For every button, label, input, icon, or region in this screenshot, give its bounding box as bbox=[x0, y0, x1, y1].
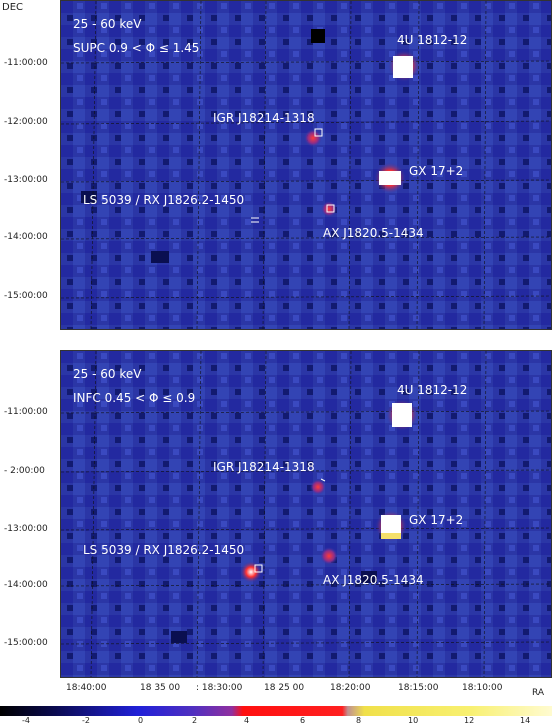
colorbar-label-4: 2 bbox=[192, 716, 198, 725]
top-phase-label: SUPC 0.9 < Φ ≤ 1.45 bbox=[73, 41, 200, 55]
colorbar-label-3: 0 bbox=[138, 716, 144, 725]
top-source-4u1812: 4U 1812-12 bbox=[397, 33, 468, 47]
bottom-source-ax1820: AX J1820.5-1434 bbox=[323, 573, 424, 587]
bottom-source-4u1812: 4U 1812-12 bbox=[397, 383, 468, 397]
top-dec-tick-5: -15:00:00 bbox=[4, 291, 48, 301]
ra-axis-label: RA bbox=[532, 688, 545, 698]
bottom-source-gx17: GX 17+2 bbox=[409, 513, 464, 527]
ra-tick-3: : 18:30:00 bbox=[196, 683, 243, 693]
top-source-ls5039: LS 5039 / RX J1826.2-1450 bbox=[83, 193, 245, 207]
bottom-energy-label: 25 - 60 keV bbox=[73, 367, 142, 381]
dec-axis-label: DEC bbox=[2, 2, 24, 13]
bottom-dec-tick-2: - 2:00:00 bbox=[4, 466, 45, 476]
top-dec-tick-4: -14:00:00 bbox=[4, 232, 48, 242]
colorbar-label-2: -2 bbox=[82, 716, 90, 725]
top-dec-tick-2: -12:00:00 bbox=[4, 117, 48, 127]
colorbar-label-10: 14 bbox=[520, 716, 531, 725]
bottom-phase-label: INFC 0.45 < Φ ≤ 0.9 bbox=[73, 391, 196, 405]
colorbar bbox=[0, 706, 552, 716]
top-sky-map-image bbox=[61, 1, 551, 329]
bottom-dec-tick-3: -13:00:00 bbox=[4, 524, 48, 534]
ra-tick-1: 18:40:00 bbox=[66, 683, 107, 693]
bottom-dec-tick-5: -15:00:00 bbox=[4, 638, 48, 648]
colorbar-label-9: 12 bbox=[464, 716, 475, 725]
top-source-igr: IGR J18214-1318 bbox=[213, 111, 315, 125]
colorbar-label-1: -4 bbox=[22, 716, 30, 725]
ra-tick-2: 18 35 00 bbox=[140, 683, 181, 693]
ra-tick-4: 18 25 00 bbox=[264, 683, 305, 693]
bottom-dec-tick-1: -11:00:00 bbox=[4, 407, 48, 417]
colorbar-label-6: 6 bbox=[300, 716, 306, 725]
bottom-dec-tick-4: -14:00:00 bbox=[4, 580, 48, 590]
colorbar-label-5: 4 bbox=[244, 716, 250, 725]
colorbar-label-8: 10 bbox=[408, 716, 419, 725]
colorbar-gradient bbox=[0, 706, 552, 716]
top-dec-tick-1: -11:00:00 bbox=[4, 58, 48, 68]
bottom-source-ls5039: LS 5039 / RX J1826.2-1450 bbox=[83, 543, 245, 557]
top-sky-map: 25 - 60 keV SUPC 0.9 < Φ ≤ 1.45 4U 1812-… bbox=[60, 0, 552, 330]
top-energy-label: 25 - 60 keV bbox=[73, 17, 142, 31]
top-dec-tick-3: -13:00:00 bbox=[4, 175, 48, 185]
ra-tick-5: 18:20:00 bbox=[330, 683, 371, 693]
bottom-source-igr: IGR J18214-1318 bbox=[213, 460, 315, 474]
ra-tick-6: 18:15:00 bbox=[398, 683, 439, 693]
top-source-ax1820: AX J1820.5-1434 bbox=[323, 226, 424, 240]
ra-tick-7: 18:10:00 bbox=[462, 683, 503, 693]
bottom-sky-map: 25 - 60 keV INFC 0.45 < Φ ≤ 0.9 4U 1812-… bbox=[60, 350, 552, 678]
bottom-sky-map-image bbox=[61, 351, 551, 677]
colorbar-label-7: 8 bbox=[356, 716, 362, 725]
top-source-gx17: GX 17+2 bbox=[409, 164, 464, 178]
